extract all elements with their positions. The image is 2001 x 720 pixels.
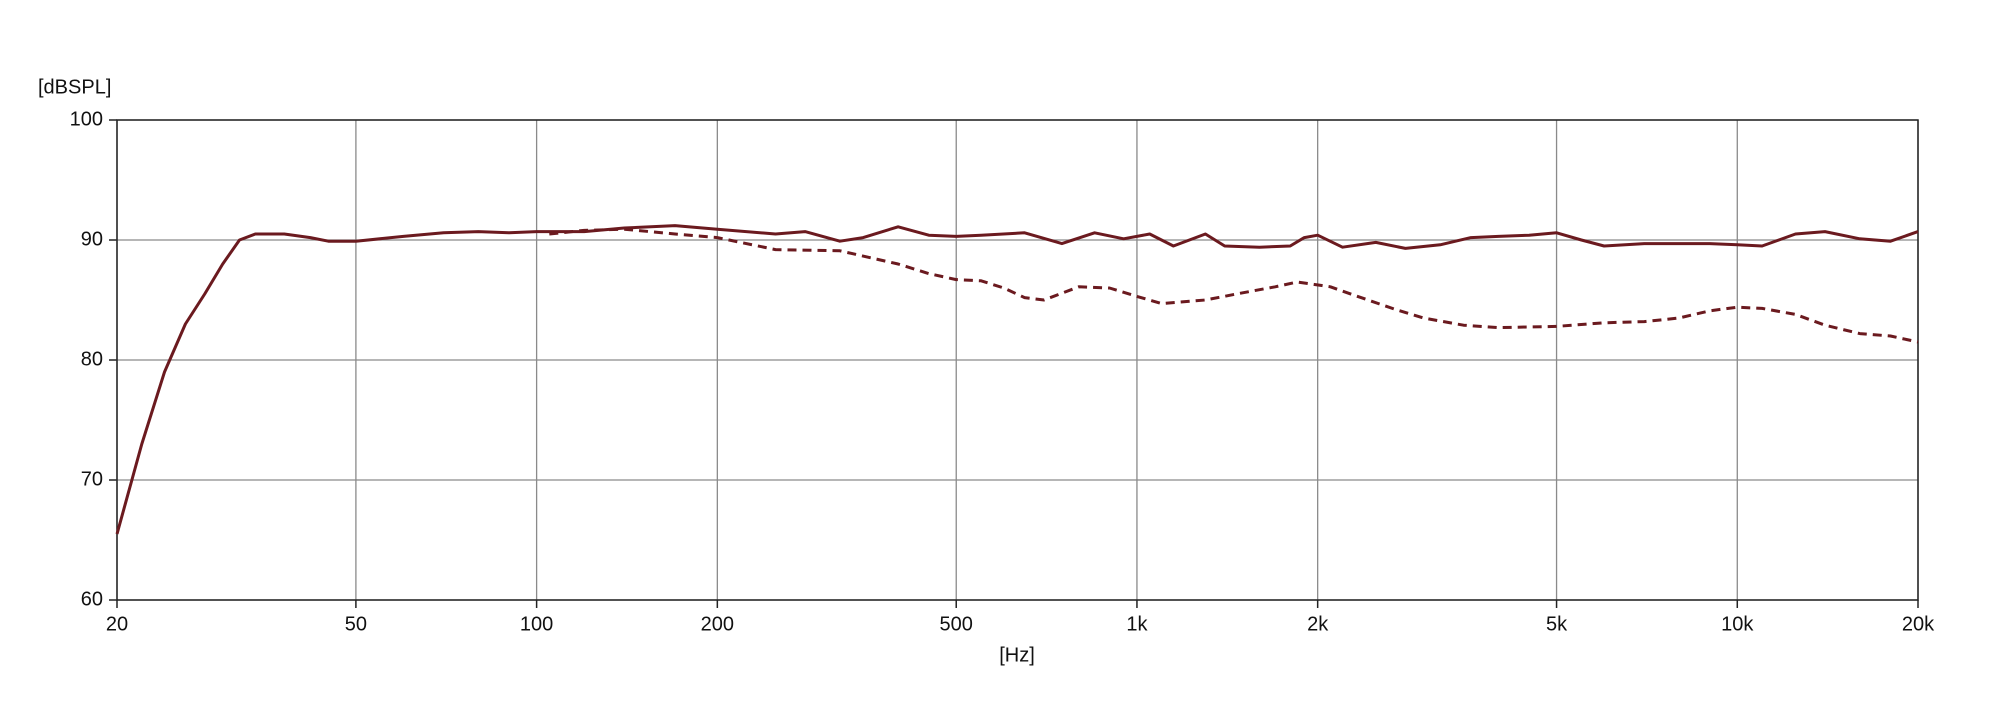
x-tick-label: 50 xyxy=(345,613,367,635)
x-tick-label: 100 xyxy=(520,613,553,635)
y-tick-label: 80 xyxy=(81,348,103,370)
x-tick-label: 10k xyxy=(1721,613,1754,635)
plot-frame xyxy=(116,119,1919,601)
x-tick-label: 2k xyxy=(1307,613,1329,635)
x-tick-label: 20k xyxy=(1902,613,1935,635)
x-axis-label: [Hz] xyxy=(999,644,1035,666)
y-tick-label: 100 xyxy=(70,108,103,130)
x-tick-label: 500 xyxy=(940,613,973,635)
y-axis-label: [dBSPL] xyxy=(38,76,111,98)
y-tick-label: 60 xyxy=(81,588,103,610)
series-line xyxy=(549,227,1919,344)
y-tick-label: 70 xyxy=(81,468,103,490)
x-tick-label: 5k xyxy=(1546,613,1568,635)
series-line xyxy=(115,224,1919,535)
x-tick-label: 20 xyxy=(106,613,128,635)
y-tick-label: 90 xyxy=(81,228,103,250)
x-tick-label: 200 xyxy=(701,613,734,635)
x-tick-label: 1k xyxy=(1126,613,1148,635)
